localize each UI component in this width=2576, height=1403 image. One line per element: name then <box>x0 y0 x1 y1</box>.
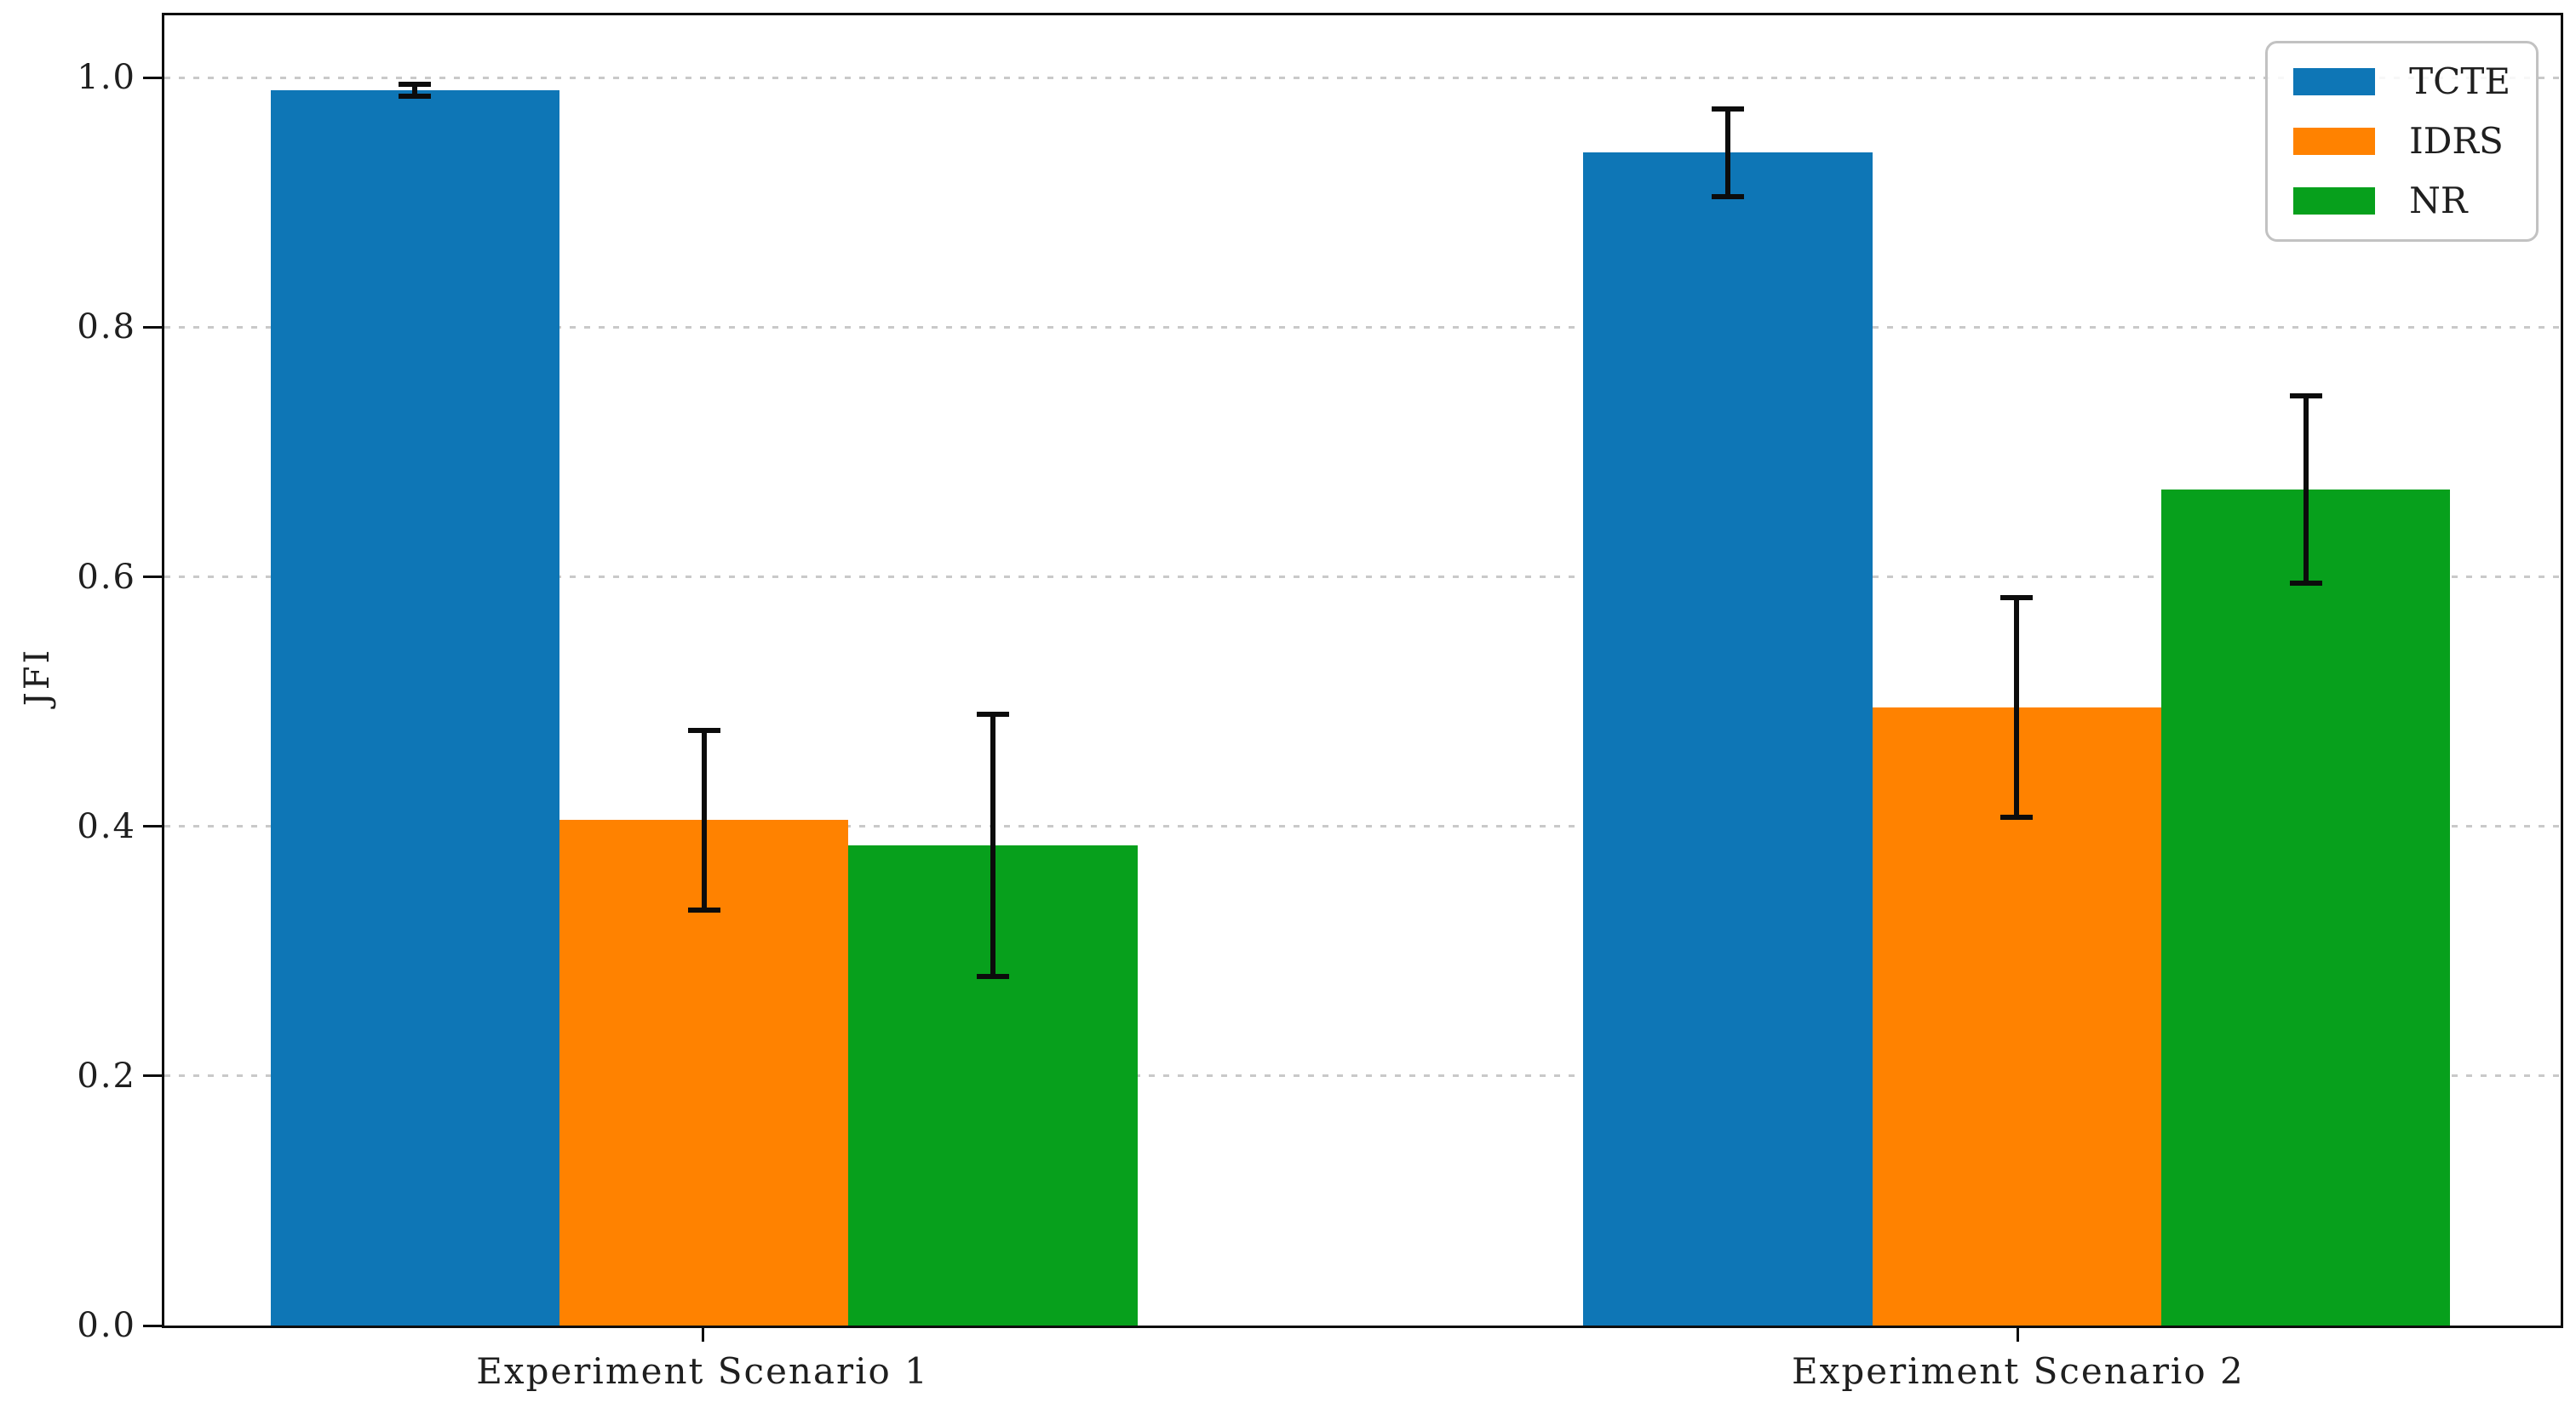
error-bar-cap <box>2000 595 2034 601</box>
x-tick-label: Experiment Scenario 2 <box>1792 1350 2245 1392</box>
gridline <box>164 1074 2561 1078</box>
y-tick-label: 0.6 <box>77 557 136 597</box>
error-bar-cap <box>2289 580 2322 586</box>
y-axis-label: JFI <box>18 647 57 707</box>
y-tick-mark <box>143 1324 162 1327</box>
error-bar <box>1724 108 1730 197</box>
legend-color-patch <box>2293 128 2376 155</box>
error-bar-cap <box>1711 106 1744 112</box>
legend: TCTE IDRS NR <box>2265 41 2539 242</box>
gridline <box>164 76 2561 79</box>
x-tick-label: Experiment Scenario 1 <box>476 1350 929 1392</box>
error-bar-cap <box>687 907 720 913</box>
gridline <box>164 325 2561 329</box>
error-bar <box>701 730 707 910</box>
error-bar <box>412 83 418 97</box>
bar-tcte-scenario-2 <box>1583 152 1873 1326</box>
bar-tcte-scenario-1 <box>270 89 560 1326</box>
x-tick-mark <box>701 1328 704 1342</box>
legend-label: TCTE <box>2409 60 2510 102</box>
y-tick-mark <box>143 1074 162 1078</box>
error-bar <box>990 713 996 976</box>
y-tick-mark <box>143 576 162 579</box>
legend-item-idrs: IDRS <box>2293 123 2510 159</box>
gridline <box>164 576 2561 579</box>
error-bar-cap <box>399 81 432 87</box>
error-bar-cap <box>2000 815 2034 821</box>
error-bar-cap <box>2289 393 2322 399</box>
bar-nr-scenario-2 <box>2160 489 2451 1326</box>
y-tick-mark <box>143 325 162 329</box>
x-tick-mark <box>2017 1328 2020 1342</box>
error-bar-cap <box>399 94 432 100</box>
y-tick-mark <box>143 76 162 79</box>
error-bar-cap <box>1711 193 1744 199</box>
y-tick-label: 0.8 <box>77 307 136 347</box>
legend-item-tcte: TCTE <box>2293 64 2510 100</box>
error-bar-cap <box>977 973 1010 979</box>
legend-color-patch <box>2293 68 2376 95</box>
error-bar-cap <box>977 711 1010 717</box>
legend-color-patch <box>2293 187 2376 215</box>
legend-item-nr: NR <box>2293 183 2510 219</box>
error-bar <box>2303 396 2309 583</box>
y-tick-label: 0.0 <box>77 1306 136 1345</box>
y-tick-label: 1.0 <box>77 58 136 98</box>
legend-label: NR <box>2409 180 2468 221</box>
error-bar-cap <box>687 727 720 733</box>
error-bar <box>2014 598 2020 818</box>
gridline <box>164 825 2561 828</box>
y-tick-label: 0.2 <box>77 1056 136 1096</box>
plot-area: TCTE IDRS NR <box>162 13 2563 1328</box>
y-tick-label: 0.4 <box>77 806 136 846</box>
legend-label: IDRS <box>2409 120 2504 162</box>
y-tick-mark <box>143 825 162 828</box>
